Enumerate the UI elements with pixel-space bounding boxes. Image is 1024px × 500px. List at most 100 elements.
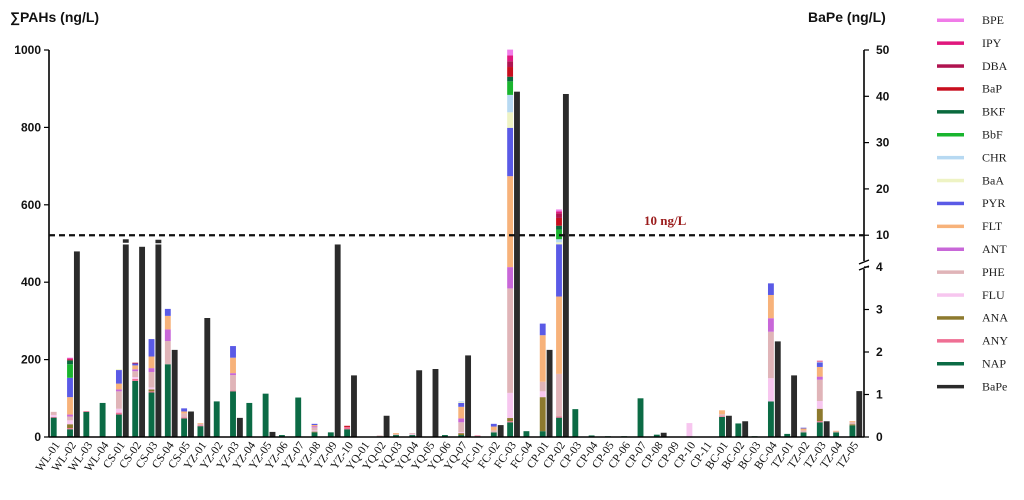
right-tick-label: 20 (876, 182, 890, 196)
bar-baa-fc-03 (507, 112, 514, 128)
legend-swatch-flt (937, 224, 964, 229)
bar-flu-wl-01 (50, 414, 57, 417)
bar-chr-yq-07 (458, 401, 465, 403)
legend-label-flt: FLT (982, 219, 1003, 233)
legend-swatch-bape (937, 384, 964, 389)
bar-phe-yq-04 (409, 433, 416, 435)
legend-label-nap: NAP (982, 357, 1006, 371)
bar-phe-wl-02 (67, 416, 73, 421)
bar-flu-cp-10 (686, 423, 693, 437)
bar-ana-cs-03 (148, 389, 155, 392)
bar-flt-cs-03 (148, 356, 155, 369)
bar-nap-bc-04 (767, 401, 774, 437)
bar-bkf-fc-03 (507, 76, 514, 82)
bape-cap-cs-03 (155, 239, 162, 244)
bar-nap-wl-04 (99, 402, 106, 437)
bar-nap-cp-08 (653, 434, 660, 437)
legend-swatch-pyr (937, 201, 964, 206)
bar-nap-yz-10 (344, 429, 351, 437)
legend-swatch-phe (937, 270, 964, 274)
bar-phe-tz-05 (849, 422, 856, 425)
bar-bape-yz-10 (351, 375, 357, 438)
bar-flt-yz-01 (197, 423, 204, 424)
bar-nap-tz-05 (849, 425, 856, 437)
bar-bkf-cp-02 (556, 225, 562, 230)
right-tick-label: 4 (876, 260, 883, 274)
bar-pyr-bc-04 (767, 283, 774, 295)
bar-bape-yz-03 (236, 417, 243, 438)
category-labels: WL-01WL-02WL-03WL-04CS-01CS-02CS-03CS-04… (34, 440, 862, 474)
bar-phe-yq-03 (393, 434, 399, 436)
bar-bape-bc-01 (725, 415, 732, 437)
legend-label-phe: PHE (982, 265, 1005, 279)
bar-flt-tz-02 (800, 428, 807, 431)
bar-pyr-cs-02 (132, 363, 139, 366)
bar-ant-cs-01 (115, 389, 122, 392)
bar-phe-yq-07 (458, 422, 465, 432)
bar-phe-cs-02 (132, 371, 139, 378)
bar-phe-bc-04 (767, 331, 774, 379)
legend-label-baa: BaA (982, 173, 1004, 187)
bar-nap-fc-04 (523, 431, 530, 437)
left-tick-label: 0 (34, 430, 41, 444)
bar-flu-cp-01 (539, 391, 546, 398)
bar-nap-yz-05 (262, 393, 269, 437)
right-tick-label: 3 (876, 303, 883, 317)
bar-pyr-cs-05 (181, 408, 188, 412)
bar-nap-cs-01 (115, 414, 122, 437)
bar-bape-bc-02 (742, 421, 749, 437)
bar-phe-yz-03 (230, 375, 236, 391)
axes (48, 50, 870, 438)
bar-phe-tz-03 (816, 379, 823, 402)
bar-nap-yq-03 (393, 435, 399, 437)
bar-bape-cs-05 (188, 411, 194, 437)
bar-bbf-wl-02 (67, 364, 73, 378)
bar-ant-wl-02 (67, 414, 73, 417)
bar-any-tz-03 (816, 421, 823, 423)
bar-bpe-wl-02 (67, 357, 73, 359)
bar-pyr-tz-03 (816, 362, 823, 367)
bar-ipy-cp-02 (556, 211, 562, 214)
bar-nap-yz-03 (230, 391, 236, 437)
bar-nap-yz-02 (213, 401, 220, 437)
bar-any-wl-03 (83, 411, 90, 412)
legend-label-chr: CHR (982, 150, 1007, 164)
bar-pyr-yq-07 (458, 402, 465, 407)
bar-pyr-cs-04 (164, 308, 171, 316)
axis-break-mark-lower (858, 265, 870, 271)
bar-baa-cs-01 (115, 369, 122, 371)
legend-swatch-flu (937, 293, 964, 297)
legend-label-pyr: PYR (982, 196, 1005, 210)
bar-phe-yz-01 (197, 423, 204, 426)
bar-bkf-wl-02 (67, 360, 73, 365)
bar-flu-cs-03 (148, 387, 155, 390)
bar-nap-fc-03 (507, 422, 514, 437)
bar-ant-cs-03 (148, 368, 155, 372)
bar-nap-cp-02 (556, 417, 562, 437)
bar-phe-bc-01 (719, 414, 725, 417)
bar-flu-yq-07 (458, 431, 465, 434)
legend-swatch-bbf (937, 133, 964, 137)
bar-flu-cs-01 (115, 408, 122, 413)
bar-bape-cs-02 (139, 246, 146, 437)
left-axis-ticks: 0 200 400 600 800 1000 (14, 43, 49, 444)
bar-baa-yq-07 (458, 402, 465, 403)
bar-ant-yz-03 (230, 373, 236, 376)
bar-nap-yz-09 (327, 432, 334, 437)
bar-bape-yq-02 (383, 415, 390, 437)
bar-phe-tz-04 (833, 431, 840, 433)
reference-line-group: 10 ng/L (49, 213, 864, 237)
bar-bape-cs-01 (122, 244, 129, 437)
bar-bape-yq-05 (432, 369, 439, 437)
bar-ipy-tz-03 (816, 360, 823, 362)
bar-bape-bc-04 (774, 341, 781, 438)
bar-nap-cs-05 (181, 418, 188, 437)
legend-swatch-bpe (937, 18, 964, 22)
bar-bap-fc-03 (507, 67, 514, 77)
bar-nap-yq-04 (409, 435, 416, 437)
bar-bape-yz-09 (334, 244, 341, 437)
right-tick-label: 10 (876, 228, 890, 242)
bar-nap-cs-03 (148, 392, 155, 437)
bar-ana-tz-05 (849, 424, 856, 426)
